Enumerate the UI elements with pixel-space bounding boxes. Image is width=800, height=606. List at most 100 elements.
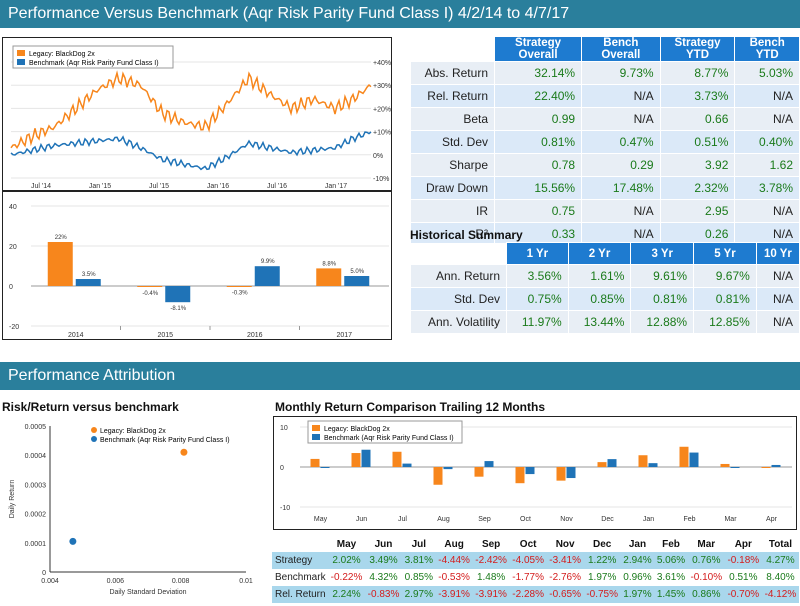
y-tick-label: +20% (373, 106, 391, 113)
y-tick-label: 10 (280, 425, 288, 432)
legend (12, 45, 174, 69)
table-cell: -2.28% (509, 586, 547, 603)
legend-label: Benchmark (Aqr Risk Parity Fund Class I) (29, 60, 159, 67)
table-cell: 0.66 (659, 107, 736, 131)
x-tick-label: Jul '15 (149, 183, 169, 190)
table-cell: 0.78 (493, 153, 583, 177)
table-cell: 15.56% (493, 176, 583, 200)
table-cell: -0.83% (365, 586, 403, 603)
bar (320, 467, 330, 468)
bar (47, 242, 73, 286)
row-label: Benchmark (272, 569, 328, 586)
table-cell: N/A (734, 107, 800, 131)
table-row: Strategy 2.02% 3.49% 3.81% -4.44% -2.42% -4.05… (272, 552, 799, 569)
table-row: Rel. Return 22.40% N/A 3.73% N/A (410, 84, 800, 108)
row-label: Sharpe (410, 153, 495, 177)
monthly-title: Monthly Return Comparison Trailing 12 Mo… (275, 400, 546, 414)
bar (316, 268, 342, 286)
x-tick-label: Mar (724, 516, 737, 523)
table-cell: 11.97% (506, 310, 569, 334)
table-cell: 0.81% (693, 287, 757, 311)
table-cell: 4.32% (365, 569, 403, 586)
table-cell: 2.24% (328, 586, 366, 603)
bar (75, 279, 101, 286)
y-tick-label: 0.0002 (25, 512, 47, 519)
legend (307, 420, 463, 444)
bar (515, 467, 525, 484)
table-cell: 0.85% (567, 287, 632, 311)
bar (689, 452, 699, 467)
historical-title: Historical Summary (410, 228, 523, 242)
table-cell: 1.48% (472, 569, 510, 586)
table-row: Ann. Volatility 11.97% 13.44% 12.88% 12.85% N… (410, 310, 800, 334)
table-cell: N/A (755, 310, 800, 334)
row-label: Rel. Return (410, 84, 495, 108)
y-tick-label: 0.0001 (25, 541, 47, 548)
month-header: Jan (628, 538, 647, 550)
table-cell: 0.81% (630, 287, 695, 311)
table-cell: -3.91% (472, 586, 510, 603)
bar (351, 453, 361, 467)
table-cell: 1.22% (583, 552, 621, 569)
x-tick-label: 0.01 (239, 578, 253, 585)
bar (402, 463, 412, 467)
y-tick-label: 0 (280, 465, 284, 472)
legend-swatch (91, 427, 97, 433)
table-cell: 17.48% (581, 176, 661, 200)
table-cell: -1.77% (509, 569, 547, 586)
table-cell: N/A (755, 264, 800, 288)
bar (720, 463, 730, 467)
month-header: Jun (374, 538, 393, 550)
table-cell: 0.75 (493, 199, 583, 223)
table-cell: -4.44% (435, 552, 473, 569)
bar (771, 464, 781, 467)
x-tick-label: 0.006 (107, 578, 125, 585)
x-tick-label: Apr (766, 516, 778, 523)
table-cell: -2.42% (472, 552, 510, 569)
table-cell: -0.65% (546, 586, 584, 603)
table-cell: 0.85% (402, 569, 436, 586)
x-tick-label: Jan '16 (207, 183, 229, 190)
row-label: Ann. Volatility (410, 310, 507, 334)
table-cell: 0.75% (506, 287, 569, 311)
table-row: Sharpe 0.78 0.29 3.92 1.62 (410, 153, 800, 177)
row-label: Std. Dev (410, 130, 495, 154)
bar (433, 467, 443, 485)
table-row: Ann. Return 3.56% 1.61% 9.61% 9.67% N/A (410, 264, 800, 288)
y-tick-label: +40% (373, 60, 391, 67)
table-cell: 1.97% (583, 569, 621, 586)
y-tick-label: 0% (373, 153, 383, 160)
table-cell: 0.76% (687, 552, 725, 569)
table-cell: 0.51% (724, 569, 762, 586)
bar (137, 286, 163, 287)
row-label: Beta (410, 107, 495, 131)
data-label: 22% (55, 235, 68, 241)
bar (443, 467, 453, 470)
month-header: Mar (697, 538, 716, 550)
table-cell: 3.92 (659, 153, 736, 177)
table-cell: -0.18% (724, 552, 762, 569)
risk-return-title: Risk/Return versus benchmark (2, 400, 179, 414)
y-tick-label: -10 (280, 505, 290, 512)
table-cell: N/A (734, 199, 800, 223)
table-row: Std. Dev 0.75% 0.85% 0.81% 0.81% N/A (410, 287, 800, 311)
bar (679, 446, 689, 467)
scatter-point (69, 537, 77, 545)
monthly-bar-panel: 10 0 -10 May Jun Jul Aug Sep Oct Nov Dec Jan Feb Mar A… (273, 416, 797, 530)
bar (556, 467, 566, 481)
x-tick-label: Oct (520, 516, 531, 523)
bar (165, 286, 191, 303)
bar (226, 286, 252, 287)
month-header: May (336, 538, 357, 550)
y-tick-label: 0.0003 (25, 482, 47, 489)
x-tick-label: Feb (683, 516, 695, 523)
bar (761, 467, 771, 468)
data-label: 5.0% (350, 269, 364, 275)
table-cell: -0.75% (583, 586, 621, 603)
table-cell: 0.47% (581, 130, 661, 154)
month-header: Apr (734, 538, 752, 550)
bar (566, 467, 576, 479)
table-cell: 1.97% (620, 586, 655, 603)
y-tick-label: 20 (9, 244, 17, 251)
table-cell: 3.81% (402, 552, 436, 569)
